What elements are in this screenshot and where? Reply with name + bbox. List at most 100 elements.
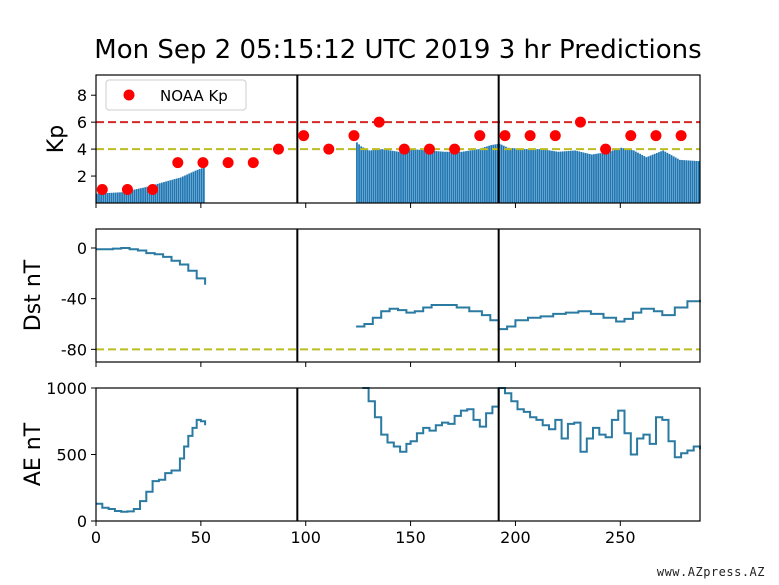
kp-bar bbox=[691, 160, 694, 203]
dst-series-line bbox=[96, 247, 207, 285]
kp-bar bbox=[431, 150, 434, 203]
kp-bar bbox=[534, 149, 537, 203]
kp-bar bbox=[442, 151, 444, 203]
kp-bar bbox=[563, 151, 566, 203]
kp-bar bbox=[190, 172, 193, 203]
kp-bar bbox=[179, 177, 182, 203]
kp-bar bbox=[670, 155, 673, 203]
kp-bar bbox=[395, 151, 398, 203]
kp-bar bbox=[125, 191, 128, 203]
kp-ytick-label: 8 bbox=[77, 86, 87, 105]
kp-bar bbox=[559, 151, 562, 203]
kp-bar bbox=[515, 148, 518, 203]
legend-box bbox=[105, 79, 247, 111]
kp-bar bbox=[614, 149, 616, 203]
kp-bar bbox=[561, 151, 564, 203]
panel-dst: 0 -40 -80 Dst nT bbox=[21, 228, 701, 367]
kp-bar bbox=[163, 182, 165, 203]
kp-bar bbox=[356, 142, 358, 203]
kp-bar bbox=[607, 151, 610, 203]
kp-bar bbox=[192, 171, 195, 203]
kp-bar bbox=[116, 192, 119, 203]
noaa-kp-point bbox=[499, 130, 511, 142]
kp-bar bbox=[98, 193, 100, 203]
kp-bar bbox=[393, 151, 396, 203]
kp-bar bbox=[467, 150, 469, 203]
ae-ytick-label: 500 bbox=[56, 446, 87, 465]
kp-bar bbox=[616, 149, 618, 203]
kp-bar bbox=[366, 149, 369, 203]
noaa-kp-point bbox=[524, 130, 536, 142]
kp-bar bbox=[622, 148, 625, 203]
kp-bar bbox=[198, 169, 201, 203]
kp-bar bbox=[200, 168, 203, 203]
kp-bar bbox=[446, 151, 449, 203]
kp-bar bbox=[156, 183, 159, 203]
kp-bar bbox=[119, 192, 121, 203]
kp-bar bbox=[546, 150, 549, 203]
kp-bar bbox=[590, 154, 593, 203]
kp-bar bbox=[668, 153, 671, 203]
legend-label: NOAA Kp bbox=[160, 87, 228, 105]
noaa-kp-point bbox=[449, 143, 461, 155]
kp-bar bbox=[450, 151, 453, 203]
kp-bar bbox=[146, 186, 149, 203]
kp-bar bbox=[402, 150, 404, 203]
noaa-kp-point bbox=[298, 130, 310, 142]
kp-bar bbox=[123, 191, 126, 203]
kp-bar bbox=[597, 153, 600, 203]
kp-bar bbox=[377, 149, 379, 203]
kp-bar bbox=[525, 149, 528, 203]
kp-bar bbox=[418, 149, 421, 203]
kp-bar bbox=[372, 150, 375, 203]
kp-bar bbox=[509, 147, 511, 203]
kp-bar bbox=[490, 145, 493, 203]
kp-bar bbox=[679, 159, 681, 203]
kp-bar bbox=[593, 154, 595, 203]
kp-bar bbox=[429, 150, 432, 203]
kp-bar bbox=[549, 150, 551, 203]
noaa-kp-point bbox=[222, 157, 234, 169]
kp-bar bbox=[601, 152, 604, 203]
kp-bar bbox=[674, 157, 677, 203]
kp-bar bbox=[532, 149, 534, 203]
noaa-kp-point bbox=[172, 157, 184, 169]
kp-bar bbox=[423, 150, 425, 203]
kp-bar bbox=[483, 147, 486, 203]
kp-bar bbox=[148, 186, 151, 203]
kp-bar bbox=[144, 187, 147, 203]
kp-bar bbox=[494, 144, 497, 203]
kp-bar bbox=[649, 155, 652, 203]
kp-bar bbox=[444, 151, 446, 203]
kp-bar bbox=[681, 160, 683, 203]
kp-bar bbox=[651, 154, 654, 203]
kp-bar bbox=[504, 146, 507, 203]
kp-bar bbox=[582, 152, 585, 203]
kp-bar bbox=[387, 150, 390, 203]
kp-bar bbox=[133, 189, 136, 203]
kp-bar bbox=[469, 150, 472, 203]
dst-axes-frame bbox=[95, 228, 701, 363]
kp-bar bbox=[496, 144, 499, 203]
kp-bar bbox=[653, 153, 656, 203]
kp-bar bbox=[544, 149, 547, 203]
kp-bar bbox=[112, 192, 115, 203]
kp-bar bbox=[416, 149, 419, 203]
kp-bar bbox=[618, 148, 620, 203]
kp-bar bbox=[169, 180, 172, 203]
kp-bar bbox=[427, 150, 430, 203]
kp-bar bbox=[685, 160, 688, 203]
kp-bar bbox=[398, 151, 400, 203]
kp-bar bbox=[664, 151, 667, 203]
noaa-kp-point bbox=[323, 143, 335, 155]
kp-bar bbox=[611, 150, 614, 203]
kp-bar bbox=[521, 148, 524, 203]
kp-bar bbox=[385, 149, 388, 203]
kp-bar bbox=[542, 149, 545, 203]
kp-bar bbox=[452, 151, 455, 203]
panel-kp: 2 4 6 8 Kp NOAA Kp bbox=[44, 74, 701, 208]
kp-bar bbox=[500, 144, 503, 203]
kp-bar bbox=[565, 151, 568, 203]
kp-bar bbox=[578, 151, 581, 203]
